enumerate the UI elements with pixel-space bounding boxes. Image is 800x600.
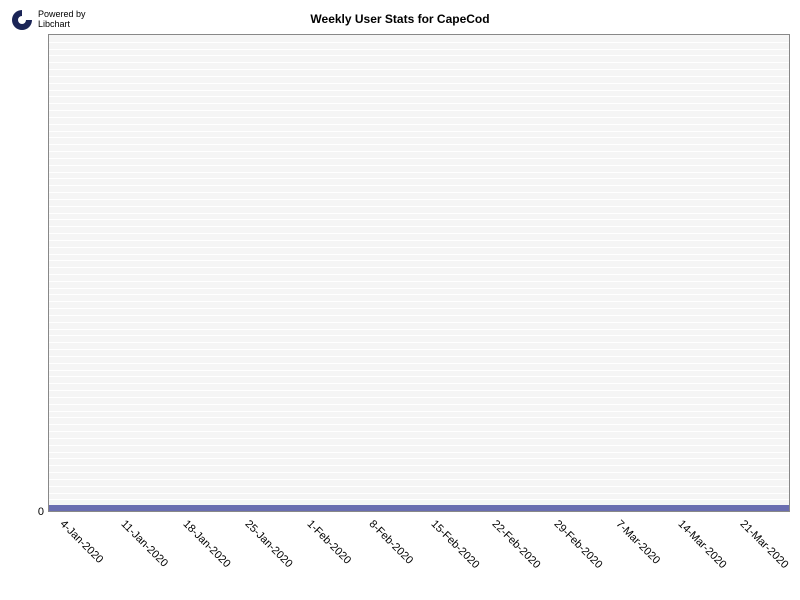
x-axis-tick-label: 8-Feb-2020 xyxy=(366,518,415,567)
y-axis-tick-0: 0 xyxy=(38,506,44,518)
x-axis-tick-label: 11-Jan-2020 xyxy=(119,518,171,570)
x-axis-tick-label: 1-Feb-2020 xyxy=(304,518,353,567)
x-axis-tick-label: 14-Mar-2020 xyxy=(675,518,728,571)
chart-title: Weekly User Stats for CapeCod xyxy=(0,12,800,26)
x-axis-labels: 4-Jan-2020 11-Jan-202018-Jan-202025-Jan-2… xyxy=(48,514,790,594)
x-axis-tick-label: 4-Jan-2020 xyxy=(57,518,105,566)
chart-plot-area xyxy=(48,34,790,512)
x-axis-tick-label: 18-Jan-2020 xyxy=(181,518,233,570)
x-axis-tick-label: 15-Feb-2020 xyxy=(428,518,481,571)
x-axis-tick-label: 25-Jan-2020 xyxy=(243,518,295,570)
chart-bottom-band xyxy=(49,505,789,511)
x-axis-tick-label: 7-Mar-2020 xyxy=(614,518,663,567)
x-axis-tick-label: 21-Mar-2020 xyxy=(737,518,790,571)
x-axis-tick-label: 22-Feb-2020 xyxy=(490,518,543,571)
x-axis-tick-label: 29-Feb-2020 xyxy=(552,518,605,571)
